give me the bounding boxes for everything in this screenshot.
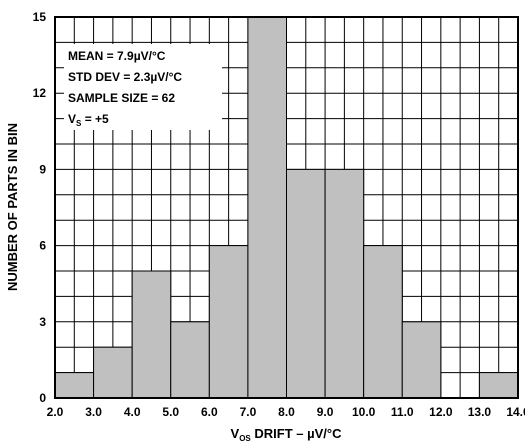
annotation-std-dev: STD DEV = 2.3µV/°C [68, 70, 182, 84]
y-tick-label: 12 [33, 86, 47, 100]
annotation-supply-voltage: VS = +5 [68, 112, 109, 128]
y-tick-label: 0 [39, 391, 46, 405]
x-tick-label: 5.0 [162, 405, 179, 419]
x-tick-label: 6.0 [201, 405, 218, 419]
x-tick-label: 8.0 [278, 405, 295, 419]
x-tick-label: 4.0 [124, 405, 141, 419]
histogram-bar [401, 321, 442, 399]
x-tick-label: 13.0 [468, 405, 492, 419]
y-tick-label: 9 [39, 162, 46, 176]
x-tick-label: 11.0 [391, 405, 414, 419]
y-axis-label: NUMBER OF PARTS IN BIN [5, 123, 20, 291]
histogram-bar [286, 168, 326, 399]
annotation-mean: MEAN = 7.9µV/°C [68, 49, 166, 63]
vs-main: V [68, 112, 76, 126]
x-axis-label: VOS DRIFT – µV/°C [231, 426, 343, 443]
y-tick-labels: 0 3 6 9 12 15 [33, 10, 47, 405]
y-tick-label: 15 [33, 10, 47, 24]
histogram-bar [93, 346, 133, 399]
histogram-bar [478, 372, 519, 399]
vs-rest: = +5 [81, 112, 109, 126]
bars [54, 16, 519, 399]
histogram-bar [131, 270, 172, 399]
histogram-bar [324, 168, 365, 399]
x-tick-label: 7.0 [240, 405, 257, 419]
histogram-bar [208, 245, 249, 399]
x-tick-label: 14.0 [506, 405, 525, 419]
x-axis-label-rest: DRIFT – µV/°C [251, 426, 342, 441]
histogram-bar [363, 245, 403, 399]
x-tick-label: 12.0 [429, 405, 453, 419]
x-tick-label: 9.0 [317, 405, 334, 419]
histogram-bar [170, 321, 210, 399]
x-tick-label: 2.0 [47, 405, 64, 419]
x-axis-label-subscript: OS [239, 434, 251, 443]
annotations: MEAN = 7.9µV/°C STD DEV = 2.3µV/°C SAMPL… [68, 49, 182, 128]
x-tick-labels: 2.0 3.0 4.0 5.0 6.0 7.0 8.0 9.0 10.0 11.0 12.0 13.0… [47, 405, 525, 419]
vs-subscript: S [76, 119, 82, 128]
annotation-sample-size: SAMPLE SIZE = 62 [68, 91, 175, 105]
x-axis-label-main: V [231, 426, 240, 441]
histogram-bar [247, 16, 288, 399]
y-tick-label: 6 [39, 239, 46, 253]
histogram-bar [54, 372, 95, 399]
plot-frame [54, 16, 519, 399]
x-tick-label: 3.0 [85, 405, 102, 419]
annotation-box [64, 44, 222, 130]
y-tick-label: 3 [39, 315, 46, 329]
x-tick-label: 10.0 [352, 405, 376, 419]
